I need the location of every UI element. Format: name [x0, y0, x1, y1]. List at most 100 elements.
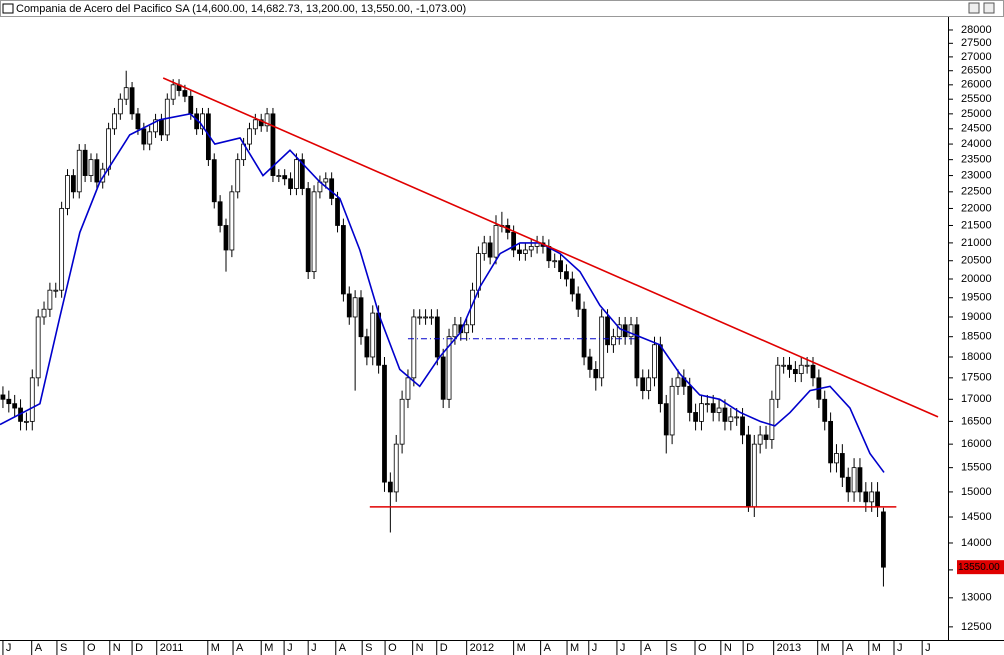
candle-body: [875, 491, 880, 508]
candle-body: [70, 175, 76, 193]
candle-body: [452, 324, 458, 338]
candle-body: [29, 377, 35, 422]
candle-body: [734, 416, 740, 419]
candle-body: [728, 416, 734, 422]
y-tick-label: 20500: [961, 255, 992, 267]
y-tick-label: 25500: [961, 93, 992, 105]
x-tick-label: A: [846, 642, 854, 654]
y-tick-label: 24500: [961, 123, 992, 135]
x-tick-label: 2012: [470, 642, 494, 654]
y-tick-label: 22500: [961, 186, 992, 198]
y-tick-label: 19000: [961, 311, 992, 323]
candle-body: [223, 225, 229, 251]
last-price-label: 13550.00: [958, 562, 1000, 573]
x-tick-label: J: [287, 642, 293, 654]
x-tick-label: M: [264, 642, 273, 654]
candle-body: [252, 119, 258, 130]
restore-button[interactable]: [968, 2, 980, 14]
candle-body: [611, 336, 616, 346]
y-tick-label: 17000: [961, 393, 992, 405]
candle-body: [188, 95, 194, 115]
x-tick-label: O: [87, 642, 96, 654]
candle-body: [792, 369, 798, 375]
candle-body: [112, 113, 117, 130]
candle-body: [787, 364, 792, 370]
candle-body: [740, 416, 745, 436]
x-tick-label: S: [365, 642, 372, 654]
y-tick-label: 21000: [961, 237, 992, 249]
candle-body: [804, 364, 810, 367]
candle-body: [387, 481, 393, 493]
candle-body: [364, 336, 370, 358]
candle-body: [12, 403, 18, 409]
candle-body: [59, 208, 65, 291]
candle-body: [47, 289, 53, 310]
x-tick-label: J: [925, 642, 931, 654]
candle-body: [200, 113, 205, 130]
candle-body: [575, 293, 581, 310]
x-tick-label: A: [236, 642, 244, 654]
candle-body: [229, 191, 235, 251]
candle-body: [235, 159, 241, 193]
candle-body: [117, 98, 123, 115]
candle-body: [669, 385, 675, 436]
x-tick-label: M: [872, 642, 881, 654]
candle-body: [464, 324, 470, 334]
candle-body: [288, 178, 293, 189]
candle-body: [569, 278, 575, 295]
x-tick-label: M: [821, 642, 830, 654]
candle-body: [646, 377, 652, 392]
candle-body: [429, 316, 434, 319]
candle-body: [798, 364, 804, 375]
candle-body: [382, 364, 387, 483]
candle-body: [476, 253, 481, 291]
x-tick-label: D: [440, 642, 448, 654]
y-tick-label: 19500: [961, 292, 992, 304]
candle-body: [699, 403, 704, 422]
candle-body: [65, 175, 70, 209]
y-tick-label: 18500: [961, 331, 992, 343]
candle-body: [704, 403, 710, 406]
close-button[interactable]: [983, 2, 995, 14]
x-tick-label: A: [339, 642, 347, 654]
candle-body: [628, 324, 634, 338]
x-tick-label: S: [670, 642, 677, 654]
candle-body: [346, 293, 352, 318]
candle-body: [857, 467, 863, 493]
candle-body: [335, 198, 340, 226]
x-tick-label: J: [311, 642, 317, 654]
candle-body: [329, 178, 335, 199]
candle-body: [211, 159, 217, 203]
y-tick-label: 22000: [961, 202, 992, 214]
y-tick-label: 16000: [961, 438, 992, 450]
y-tick-label: 17500: [961, 372, 992, 384]
y-tick-label: 15500: [961, 462, 992, 474]
y-tick-label: 25000: [961, 108, 992, 120]
candle-body: [6, 398, 12, 405]
x-tick-label: O: [388, 642, 397, 654]
x-tick-label: N: [113, 642, 121, 654]
candle-body: [417, 316, 423, 319]
candle-body: [305, 188, 311, 273]
x-tick-label: J: [620, 642, 626, 654]
moving-average: [0, 112, 885, 473]
candle-body: [135, 113, 141, 130]
candle-body: [24, 420, 29, 423]
candle-body: [822, 398, 828, 422]
candle-body: [76, 149, 82, 193]
candle-body: [810, 364, 816, 379]
candle-body: [41, 308, 47, 318]
x-tick-label: M: [570, 642, 579, 654]
candle-body: [282, 175, 288, 180]
candle-body: [517, 249, 522, 254]
candle-body: [593, 369, 599, 379]
candle-body: [763, 434, 769, 440]
candle-body: [716, 407, 722, 413]
candle-body: [311, 191, 317, 273]
candle-body: [634, 324, 640, 379]
candle-body: [264, 113, 270, 127]
candle-body: [94, 159, 100, 183]
candle-body: [399, 398, 405, 445]
